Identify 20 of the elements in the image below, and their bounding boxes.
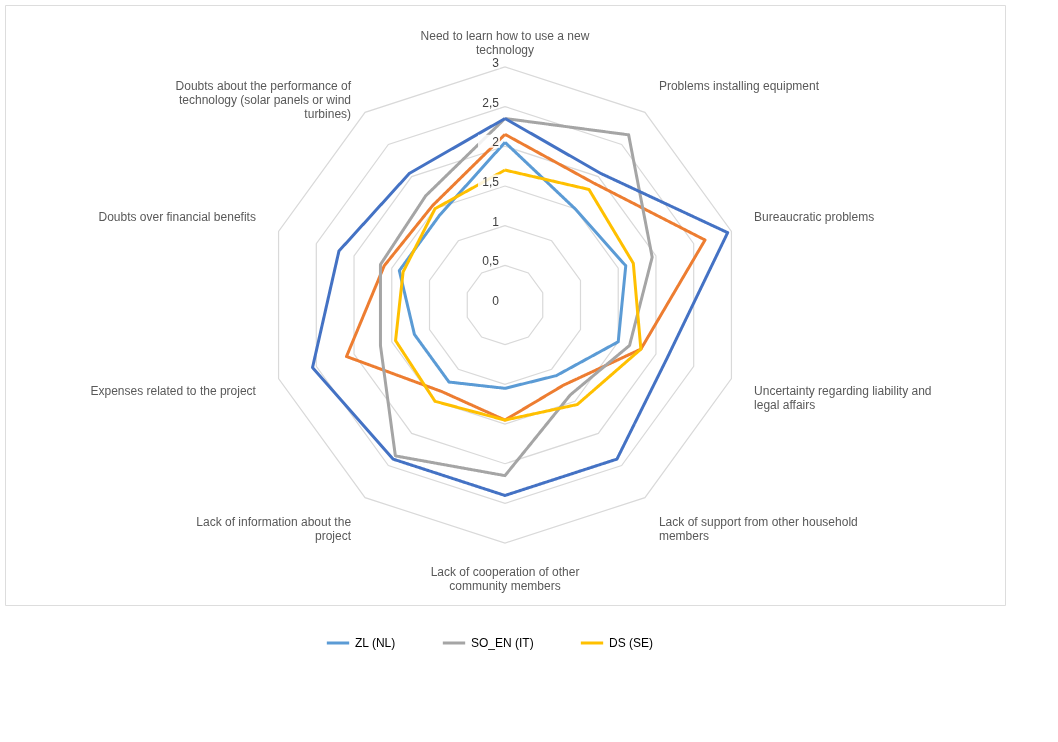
spoke-label: Problems installing equipment	[658, 79, 820, 94]
legend-label: SO_EN (IT)	[471, 636, 534, 650]
spoke-label: Expenses related to the project	[90, 383, 257, 398]
spoke-label: Doubts over financial benefits	[98, 210, 256, 225]
y-tick-label: 0	[492, 294, 500, 308]
spoke-label: Bureaucratic problems	[754, 210, 875, 225]
spoke-label: Lack of cooperation of other community members	[430, 564, 580, 593]
y-tick-label: 0,5	[482, 254, 500, 269]
legend-label: ZL (NL)	[355, 636, 396, 650]
y-tick-label: 1,5	[482, 174, 500, 189]
y-tick-label: 2	[492, 135, 500, 150]
spoke-label: Uncertainty regarding liability and legal affairs	[754, 383, 932, 412]
spoke-label: Lack of information about the project	[196, 514, 352, 543]
spoke-label: Doubts about the performance of technology (solar panels or wind turbines)	[175, 79, 352, 122]
y-tick-label: 2,5	[482, 95, 500, 110]
spoke-label: Need to learn how to use a new technology	[420, 29, 590, 58]
y-tick-label: 3	[492, 55, 500, 70]
spoke-label: Lack of support from other household members	[658, 514, 858, 543]
legend-label: DS (SE)	[609, 636, 654, 650]
y-tick-label: 1	[492, 214, 500, 229]
